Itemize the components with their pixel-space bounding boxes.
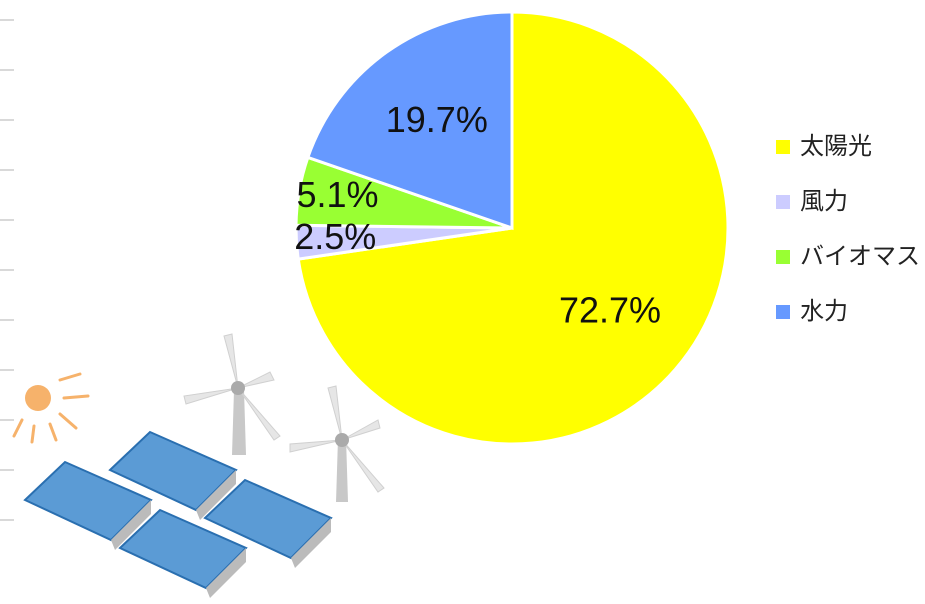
legend-label: 水力 (800, 297, 848, 325)
legend-swatch (776, 305, 790, 319)
legend-swatch (776, 140, 790, 154)
legend-label: 太陽光 (800, 132, 872, 160)
pie-slice (305, 10, 514, 231)
legend-label: 風力 (800, 187, 848, 215)
legend-label: バイオマス (800, 242, 920, 270)
data-label: 72.7% (559, 289, 661, 330)
pie: 72.7% 2.5%5.1%19.7% (294, 10, 730, 446)
illustration (12, 333, 385, 598)
data-label: 2.5% (294, 216, 376, 257)
side-rules (0, 19, 14, 521)
legend-swatch (776, 195, 790, 209)
data-label: 19.7% (386, 99, 488, 140)
legend-swatch (776, 250, 790, 264)
data-label: 5.1% (296, 174, 378, 215)
